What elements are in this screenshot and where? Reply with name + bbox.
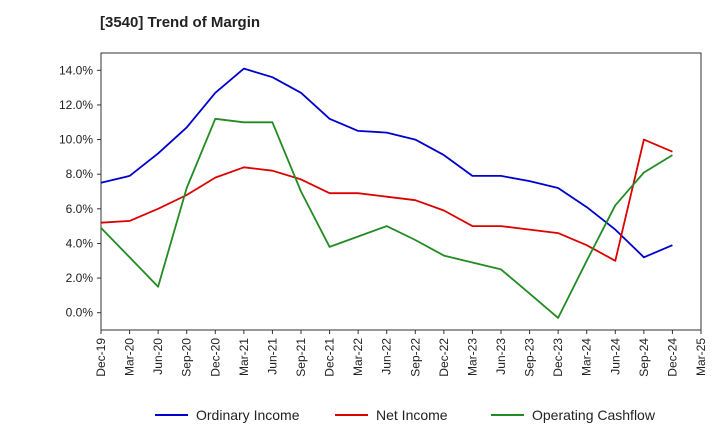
series-line-net-income — [100, 138, 673, 262]
x-tick-label: Dec-19 — [94, 338, 108, 377]
y-tick-label: 8.0% — [66, 167, 94, 181]
x-tick-label: Dec-21 — [323, 338, 337, 377]
x-tick-label: Jun-23 — [494, 338, 508, 375]
legend-label: Operating Cashflow — [532, 407, 656, 423]
y-tick-label: 2.0% — [66, 271, 94, 285]
x-tick-label: Jun-20 — [151, 338, 165, 375]
x-tick-label: Sep-23 — [523, 338, 537, 377]
x-tick-label: Jun-22 — [380, 338, 394, 375]
chart-title: [3540] Trend of Margin — [100, 14, 261, 31]
x-tick-label: Sep-20 — [180, 338, 194, 377]
x-tick-label: Mar-23 — [465, 338, 479, 376]
y-tick-label: 6.0% — [66, 202, 94, 216]
series-line-operating-cashflow — [100, 117, 673, 319]
x-tick-label: Mar-21 — [237, 338, 251, 376]
x-tick-label: Dec-24 — [665, 338, 679, 377]
legend-label: Net Income — [376, 407, 448, 423]
x-tick-label: Dec-23 — [551, 338, 565, 377]
legend-label: Ordinary Income — [196, 407, 300, 423]
y-tick-label: 10.0% — [59, 133, 93, 147]
series-line-ordinary-income — [100, 67, 673, 259]
axes: 0.0% 2.0% 4.0% 6.0% 8.0% 10.0% 12.0% 14.0% Dec-1… — [59, 52, 708, 377]
x-tick-label: Mar-22 — [351, 338, 365, 376]
y-tick-label: 12.0% — [59, 98, 93, 112]
x-tick-label: Dec-20 — [208, 338, 222, 377]
x-tick-label: Mar-25 — [694, 338, 708, 376]
y-tick-label: 0.0% — [66, 306, 94, 320]
series-lines — [100, 67, 673, 319]
y-tick-label: 4.0% — [66, 236, 94, 250]
x-tick-label: Mar-24 — [580, 338, 594, 376]
y-tick-label: 14.0% — [59, 63, 93, 77]
x-tick-label: Mar-20 — [123, 338, 137, 376]
plot-area — [100, 52, 702, 331]
x-tick-label: Jun-24 — [608, 338, 622, 375]
legend: Ordinary Income Net Income Operating Cashf… — [155, 407, 656, 423]
x-tick-label: Sep-24 — [637, 338, 651, 377]
x-tick-label: Jun-21 — [265, 338, 279, 375]
x-tick-label: Sep-22 — [408, 338, 422, 377]
x-tick-label: Dec-22 — [437, 338, 451, 377]
x-tick-label: Sep-21 — [294, 338, 308, 377]
